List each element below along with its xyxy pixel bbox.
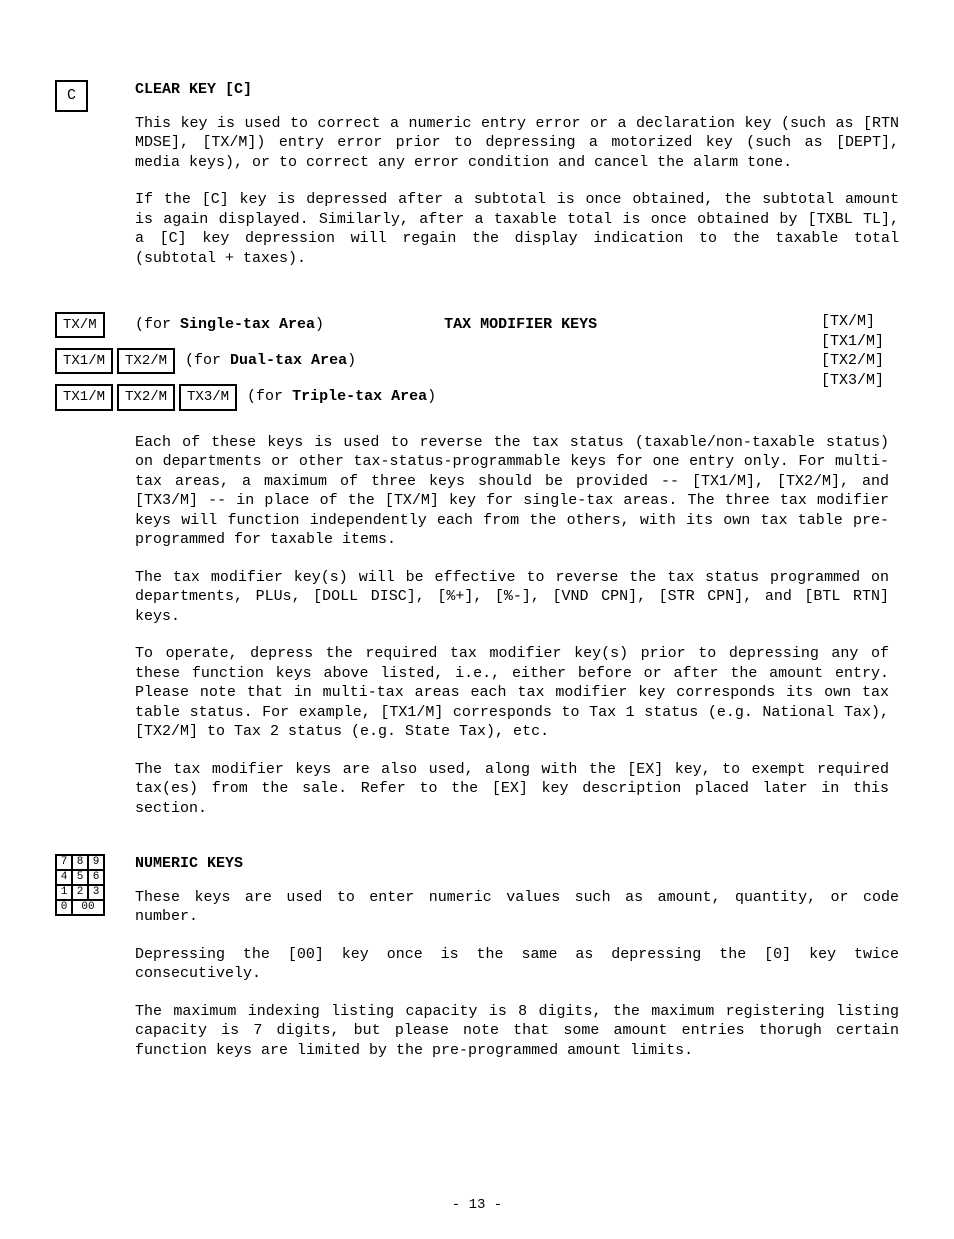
pad-4: 4 bbox=[56, 870, 72, 885]
tax-row2-open: (for bbox=[185, 352, 230, 369]
tax-body: Each of these keys is used to reverse th… bbox=[135, 433, 889, 819]
tax-row1-label-close: ) bbox=[315, 316, 324, 333]
numeric-p2: Depressing the [00] key once is the same… bbox=[135, 945, 899, 984]
tax-right-3: [TX3/M] bbox=[821, 371, 884, 391]
tax-key-txm: TX/M bbox=[55, 312, 105, 338]
tax-row-1: TX/M (for Single-tax Area) TAX MODIFIER … bbox=[55, 312, 899, 338]
tax-key-tx1m-a: TX1/M bbox=[55, 348, 113, 374]
pad-6: 6 bbox=[88, 870, 104, 885]
pad-8: 8 bbox=[72, 855, 88, 870]
tax-row1-label-wrap: (for Single-tax Area) bbox=[135, 312, 324, 335]
clear-key-row: C CLEAR KEY [C] This key is used to corr… bbox=[55, 80, 899, 286]
numeric-pad-col: 7 8 9 4 5 6 1 2 3 0 00 bbox=[55, 854, 135, 916]
tax-p1: Each of these keys is used to reverse th… bbox=[135, 433, 889, 550]
pad-3: 3 bbox=[88, 885, 104, 900]
tax-row3-close: ) bbox=[427, 388, 436, 405]
tax-p4: The tax modifier keys are also used, alo… bbox=[135, 760, 889, 819]
tax-row2-close: ) bbox=[347, 352, 356, 369]
numeric-p3: The maximum indexing listing capacity is… bbox=[135, 1002, 899, 1061]
pad-0: 0 bbox=[56, 900, 72, 915]
tax-key-tx1m-b: TX1/M bbox=[55, 384, 113, 410]
numeric-title: NUMERIC KEYS bbox=[135, 854, 899, 874]
tax-row1-keycol: TX/M bbox=[55, 312, 135, 338]
pad-00: 00 bbox=[72, 900, 104, 915]
tax-key-tx3m-b: TX3/M bbox=[179, 384, 237, 410]
tax-row3-label-wrap: (for Triple-tax Area) bbox=[237, 384, 436, 407]
tax-row1-bold: Single-tax Area bbox=[180, 316, 315, 333]
tax-title: TAX MODIFIER KEYS bbox=[444, 312, 597, 335]
numeric-body: NUMERIC KEYS These keys are used to ente… bbox=[135, 854, 899, 1078]
numeric-row: 7 8 9 4 5 6 1 2 3 0 00 bbox=[55, 854, 899, 1078]
tax-right-0: [TX/M] bbox=[821, 312, 884, 332]
tax-row2-label-wrap: (for Dual-tax Area) bbox=[175, 348, 356, 371]
tax-row3-bold: Triple-tax Area bbox=[292, 388, 427, 405]
tax-key-tx2m-a: TX2/M bbox=[117, 348, 175, 374]
clear-key-box: C bbox=[55, 80, 88, 112]
tax-right-2: [TX2/M] bbox=[821, 351, 884, 371]
pad-9: 9 bbox=[88, 855, 104, 870]
page-number: - 13 - bbox=[0, 1196, 954, 1214]
clear-key-p2: If the [C] key is depressed after a subt… bbox=[135, 190, 899, 268]
tax-row1-label-open: (for bbox=[135, 316, 180, 333]
pad-1: 1 bbox=[56, 885, 72, 900]
clear-key-p1: This key is used to correct a numeric en… bbox=[135, 114, 899, 173]
tax-right-1: [TX1/M] bbox=[821, 332, 884, 352]
tax-row-2: TX1/M TX2/M (for Dual-tax Area) bbox=[55, 348, 899, 374]
numeric-p1: These keys are used to enter numeric val… bbox=[135, 888, 899, 927]
pad-2: 2 bbox=[72, 885, 88, 900]
document-page: C CLEAR KEY [C] This key is used to corr… bbox=[0, 0, 954, 1239]
tax-section: TX/M (for Single-tax Area) TAX MODIFIER … bbox=[55, 312, 899, 818]
tax-p2: The tax modifier key(s) will be effectiv… bbox=[135, 568, 889, 627]
pad-5: 5 bbox=[72, 870, 88, 885]
tax-row2-keys: TX1/M TX2/M bbox=[55, 348, 175, 374]
clear-key-box-col: C bbox=[55, 80, 135, 112]
tax-key-tx2m-b: TX2/M bbox=[117, 384, 175, 410]
tax-row2-bold: Dual-tax Area bbox=[230, 352, 347, 369]
tax-row3-keys: TX1/M TX2/M TX3/M bbox=[55, 384, 237, 410]
clear-key-body: CLEAR KEY [C] This key is used to correc… bbox=[135, 80, 899, 286]
tax-right-list: [TX/M] [TX1/M] [TX2/M] [TX3/M] bbox=[821, 312, 884, 390]
tax-p3: To operate, depress the required tax mod… bbox=[135, 644, 889, 742]
pad-7: 7 bbox=[56, 855, 72, 870]
clear-key-title: CLEAR KEY [C] bbox=[135, 80, 899, 100]
tax-row3-open: (for bbox=[247, 388, 292, 405]
tax-row-3: TX1/M TX2/M TX3/M (for Triple-tax Area) bbox=[55, 384, 899, 410]
numeric-keypad-icon: 7 8 9 4 5 6 1 2 3 0 00 bbox=[55, 854, 105, 916]
